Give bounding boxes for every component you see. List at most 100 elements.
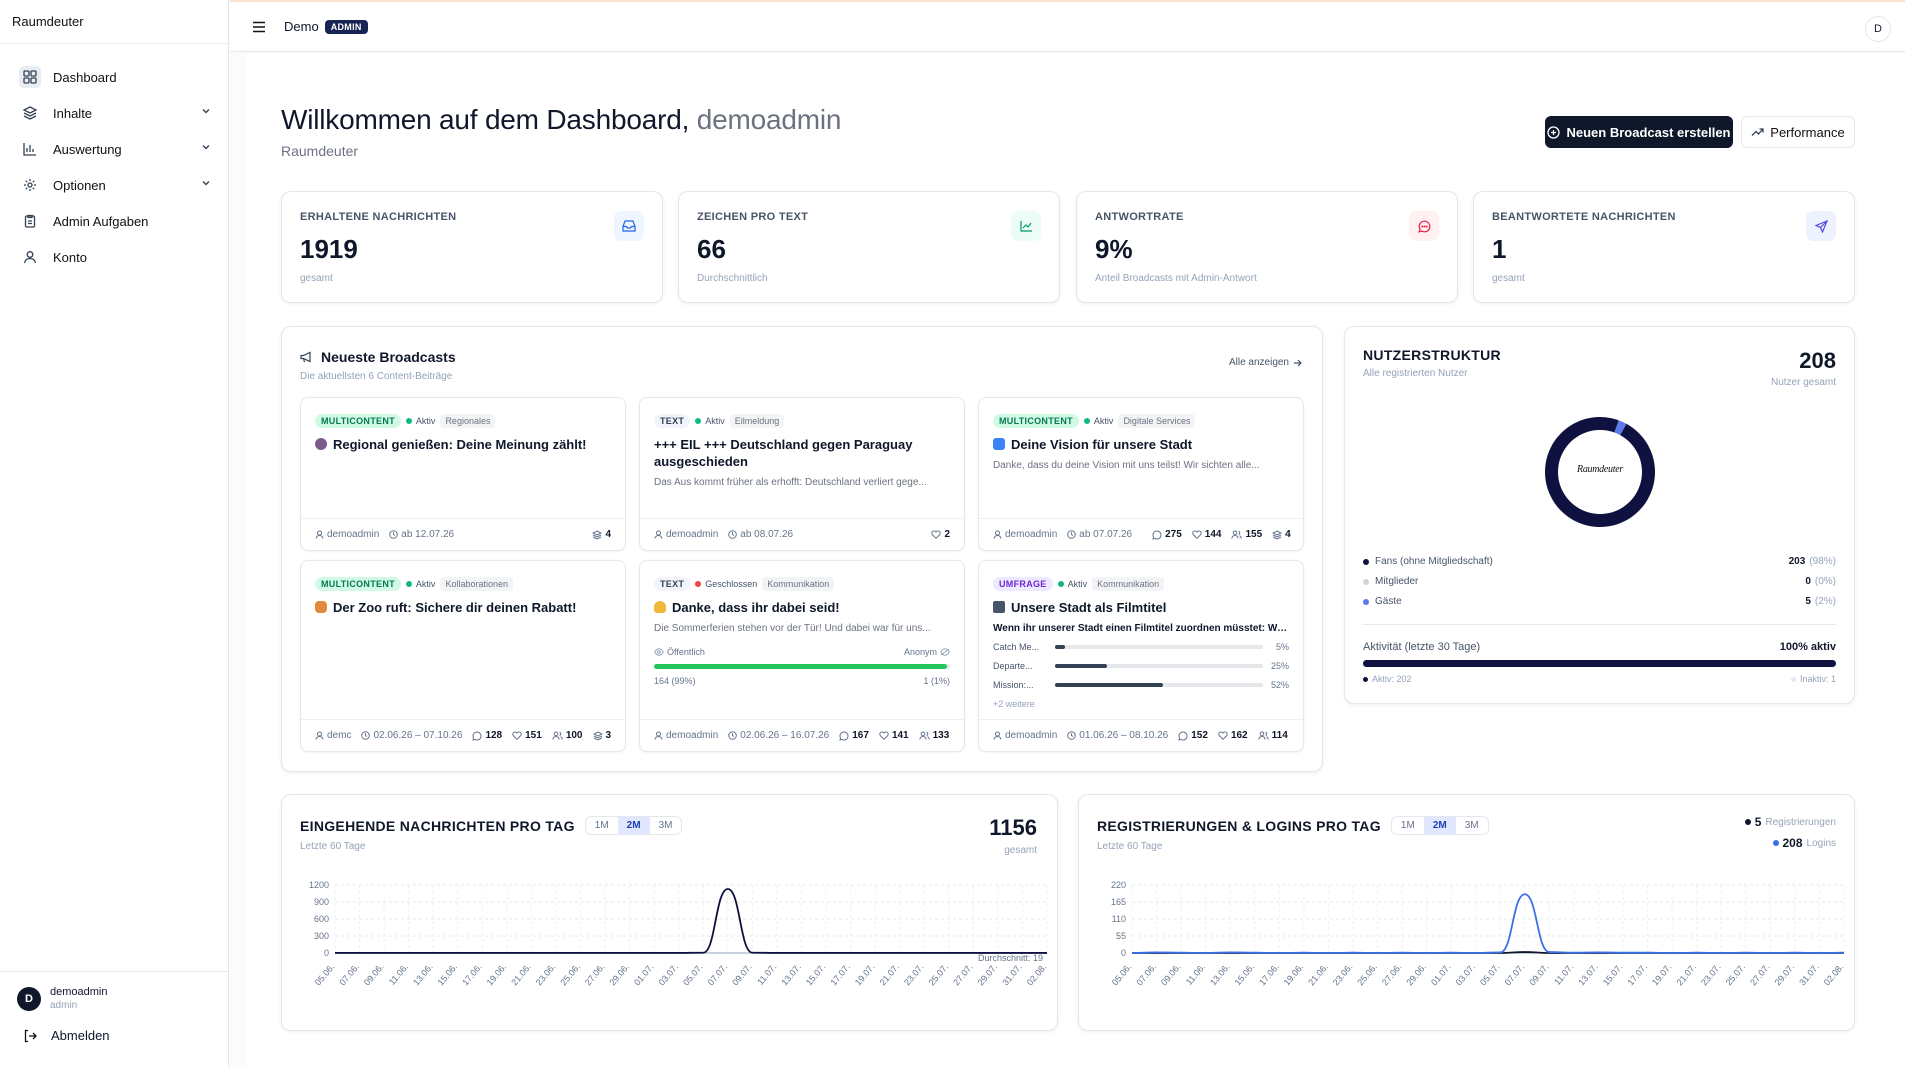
type-badge: UMFRAGE bbox=[993, 577, 1053, 591]
project-name[interactable]: Demo bbox=[284, 19, 319, 34]
status-badge: Geschlossen bbox=[695, 579, 757, 589]
poll-more: +2 weitere bbox=[993, 699, 1035, 709]
x-tick-label: 27.06. bbox=[1380, 962, 1404, 988]
user-icon bbox=[19, 246, 41, 268]
broadcasts-title: Neueste Broadcasts bbox=[321, 349, 456, 365]
poll-bar bbox=[1055, 664, 1263, 668]
legend-count: 203 bbox=[1788, 556, 1806, 567]
registrations-chart-header: REGISTRIERUNGEN & LOGINS PRO TAG 1M 2M 3… bbox=[1097, 816, 1489, 835]
x-tick-label: 23.07. bbox=[902, 962, 926, 988]
x-tick-label: 19.07. bbox=[1650, 962, 1674, 988]
x-tick-label: 09.06. bbox=[362, 962, 386, 988]
status-dot bbox=[695, 581, 702, 587]
page-title-user: demoadmin bbox=[696, 104, 842, 135]
users-value: 133 bbox=[932, 730, 950, 741]
send-icon bbox=[1806, 211, 1836, 241]
broadcast-title-text: Regional genießen: Deine Meinung zählt! bbox=[333, 437, 587, 452]
x-tick-label: 21.07. bbox=[877, 962, 901, 988]
range-1m[interactable]: 1M bbox=[594, 820, 609, 831]
x-tick-label: 01.07. bbox=[632, 962, 656, 988]
broadcast-card[interactable]: TEXT Geschlossen Kommunikation Danke, da… bbox=[639, 560, 965, 752]
x-tick-label: 11.06. bbox=[387, 962, 410, 987]
legend-registrations: 5 Registrierungen bbox=[1744, 815, 1836, 829]
user-total-label: Nutzer gesamt bbox=[1770, 377, 1836, 388]
range-2m[interactable]: 2M bbox=[617, 817, 650, 834]
new-broadcast-button[interactable]: Neuen Broadcast erstellen bbox=[1545, 116, 1733, 148]
sidebar-item-inhalte[interactable]: Inhalte bbox=[13, 95, 215, 131]
current-user[interactable]: D demoadmin admin bbox=[17, 986, 229, 1012]
users-value: 114 bbox=[1271, 730, 1288, 741]
status-dot bbox=[405, 418, 412, 424]
sidebar-item-label: Dashboard bbox=[53, 69, 117, 85]
donut-slice bbox=[1614, 420, 1627, 436]
range-1m[interactable]: 1M bbox=[1400, 820, 1415, 831]
users-value: 100 bbox=[565, 730, 583, 741]
sidebar-item-konto[interactable]: Konto bbox=[13, 239, 215, 275]
x-tick-label: 27.07. bbox=[1748, 962, 1772, 988]
broadcast-card[interactable]: TEXT Aktiv Eilmeldung +++ EIL +++ Deutsc… bbox=[639, 397, 965, 551]
x-tick-label: 09.07. bbox=[730, 962, 754, 988]
user-structure-title: NUTZERSTRUKTUR bbox=[1363, 347, 1501, 363]
broadcast-description: Danke, dass du deine Vision mit uns teil… bbox=[993, 460, 1260, 471]
x-tick-label: 15.07. bbox=[804, 962, 828, 988]
status-label: Aktiv bbox=[415, 579, 436, 589]
author-name: demoadmin bbox=[666, 529, 719, 540]
messages-chart-subtitle: Letzte 60 Tage bbox=[300, 841, 366, 852]
sidebar-item-admin-aufgaben[interactable]: Admin Aufgaben bbox=[13, 203, 215, 239]
broadcast-title-text: Deine Vision für unsere Stadt bbox=[1011, 437, 1193, 452]
show-all-link[interactable]: Alle anzeigen bbox=[1229, 357, 1302, 368]
legend-dot bbox=[1790, 676, 1796, 682]
broadcast-card[interactable]: MULTICONTENT Aktiv Digitale Services Dei… bbox=[978, 397, 1304, 551]
logout-button[interactable]: Abmelden bbox=[17, 1028, 229, 1043]
y-tick-label: 300 bbox=[314, 931, 329, 941]
comments-count: 167 bbox=[839, 730, 869, 741]
plus-circle-icon bbox=[1547, 125, 1561, 139]
avatar: D bbox=[17, 987, 41, 1011]
legend-logins: 208 Logins bbox=[1772, 836, 1836, 850]
range-2m[interactable]: 2M bbox=[1423, 817, 1456, 834]
date: ab 07.07.26 bbox=[1067, 529, 1132, 540]
performance-button[interactable]: Performance bbox=[1741, 116, 1855, 148]
broadcast-title: Der Zoo ruft: Sichere dir deinen Rabatt! bbox=[315, 599, 611, 616]
sidebar-item-label: Optionen bbox=[53, 177, 106, 193]
menu-icon[interactable] bbox=[252, 21, 266, 33]
range-3m[interactable]: 3M bbox=[1464, 820, 1479, 831]
legend-dot bbox=[1363, 598, 1369, 605]
sidebar-item-auswertung[interactable]: Auswertung bbox=[13, 131, 215, 167]
logout-icon bbox=[23, 1029, 37, 1043]
avatar[interactable]: D bbox=[1865, 16, 1891, 42]
date-text: 02.06.26 – 16.07.26 bbox=[740, 730, 830, 741]
broadcast-card[interactable]: UMFRAGE Aktiv Kommunikation Unsere Stadt… bbox=[978, 560, 1304, 752]
chevron-down-icon bbox=[201, 106, 211, 116]
category-badge: Kommunikation bbox=[1092, 577, 1165, 591]
status-label: Aktiv bbox=[1093, 416, 1114, 426]
sidebar-item-dashboard[interactable]: Dashboard bbox=[13, 59, 215, 95]
x-tick-label: 11.07. bbox=[755, 962, 778, 987]
range-3m[interactable]: 3M bbox=[658, 820, 673, 831]
y-tick-label: 165 bbox=[1111, 897, 1126, 907]
series-line bbox=[334, 888, 1047, 954]
x-tick-label: 27.07. bbox=[951, 962, 975, 988]
sidebar-item-label: Inhalte bbox=[53, 105, 93, 121]
activity-footer: Aktiv: 202 Inaktiv: 1 bbox=[1363, 674, 1836, 684]
poll-option: Mission:... 52% bbox=[993, 680, 1289, 690]
x-tick-label: 05.06. bbox=[313, 962, 337, 988]
type-badge: MULTICONTENT bbox=[315, 414, 401, 428]
page-subtitle: Raumdeuter bbox=[281, 143, 359, 159]
category-badge: Regionales bbox=[440, 414, 496, 428]
users-value: 155 bbox=[1245, 529, 1263, 540]
broadcast-card[interactable]: MULTICONTENT Aktiv Regionales Regional g… bbox=[300, 397, 626, 551]
megaphone-icon bbox=[300, 351, 313, 363]
sidebar-item-optionen[interactable]: Optionen bbox=[13, 167, 215, 203]
poll-option: Catch Me... 5% bbox=[993, 642, 1289, 652]
x-tick-label: 25.07. bbox=[927, 962, 951, 988]
broadcast-card[interactable]: MULTICONTENT Aktiv Kollaborationen Der Z… bbox=[300, 560, 626, 752]
type-badge: TEXT bbox=[654, 414, 691, 428]
author: demoadmin bbox=[315, 529, 379, 540]
sidebar-item-label: Auswertung bbox=[53, 141, 122, 157]
y-tick-label: 1200 bbox=[309, 880, 329, 890]
visibility: Öffentlich bbox=[654, 647, 705, 657]
legend-dot bbox=[1363, 676, 1368, 682]
likes-count: 2 bbox=[931, 529, 950, 540]
y-tick-label: 220 bbox=[1111, 880, 1126, 890]
